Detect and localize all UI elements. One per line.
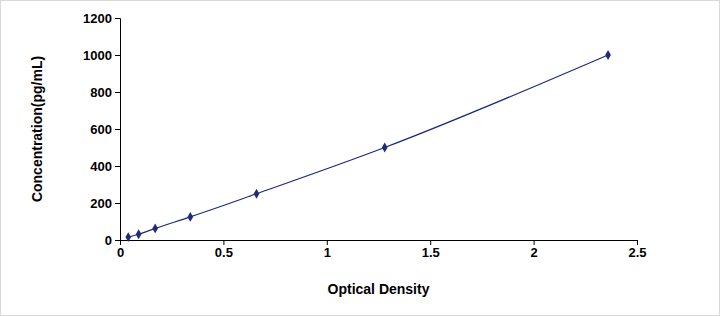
y-tick-label: 1200 <box>83 11 112 26</box>
x-axis-title: Optical Density <box>328 281 430 297</box>
y-tick-label: 800 <box>90 85 112 100</box>
y-tick-label: 400 <box>90 159 112 174</box>
x-tick-label: 0.5 <box>215 245 233 260</box>
y-tick: 600 <box>90 122 120 137</box>
x-axis: 0 0.5 1 1.5 2 2.5 <box>117 240 647 260</box>
y-tick: 1000 <box>83 48 120 63</box>
y-tick-mark <box>115 240 120 241</box>
series <box>125 50 610 242</box>
y-tick-mark <box>115 129 120 130</box>
marker <box>187 212 193 222</box>
x-tick: 1 <box>324 240 331 260</box>
y-tick-mark <box>115 18 120 19</box>
marker <box>152 224 158 234</box>
x-tick-label: 1.5 <box>422 245 440 260</box>
plot: 0 0.5 1 1.5 2 2.5 0 200 400 600 800 1000 1200 <box>83 11 646 261</box>
y-tick-mark <box>115 166 120 167</box>
y-tick: 0 <box>105 233 120 248</box>
x-tick-label: 2 <box>530 245 537 260</box>
x-tick: 0.5 <box>215 240 233 260</box>
x-axis-line <box>121 241 638 246</box>
x-tick: 0 <box>117 240 124 260</box>
y-axis-title: Concentration(pg/mL) <box>29 56 45 202</box>
chart-frame <box>1 1 720 316</box>
y-tick-mark <box>115 203 120 204</box>
y-tick: 800 <box>90 85 120 100</box>
y-tick-mark <box>115 55 120 56</box>
chart: 0 0.5 1 1.5 2 2.5 0 200 400 600 800 1000 1200 Optical… <box>0 0 720 316</box>
y-tick-mark <box>115 92 120 93</box>
y-tick-label: 600 <box>90 122 112 137</box>
y-axis-line <box>115 19 121 241</box>
y-tick-label: 1000 <box>83 48 112 63</box>
marker <box>382 143 388 153</box>
x-tick: 2 <box>530 240 537 260</box>
x-tick-label: 2.5 <box>628 245 646 260</box>
marker <box>136 229 142 239</box>
y-axis: 0 200 400 600 800 1000 1200 <box>83 11 120 248</box>
marker <box>605 50 611 60</box>
y-tick-label: 200 <box>90 196 112 211</box>
y-tick-label: 0 <box>105 233 112 248</box>
x-tick-label: 1 <box>324 245 331 260</box>
y-tick: 400 <box>90 159 120 174</box>
line <box>128 55 608 237</box>
x-tick: 1.5 <box>422 240 440 260</box>
x-tick-label: 0 <box>117 245 124 260</box>
marker <box>254 189 260 199</box>
y-tick: 1200 <box>83 11 120 26</box>
y-tick: 200 <box>90 196 120 211</box>
marker <box>125 232 131 242</box>
x-tick: 2.5 <box>628 240 646 260</box>
